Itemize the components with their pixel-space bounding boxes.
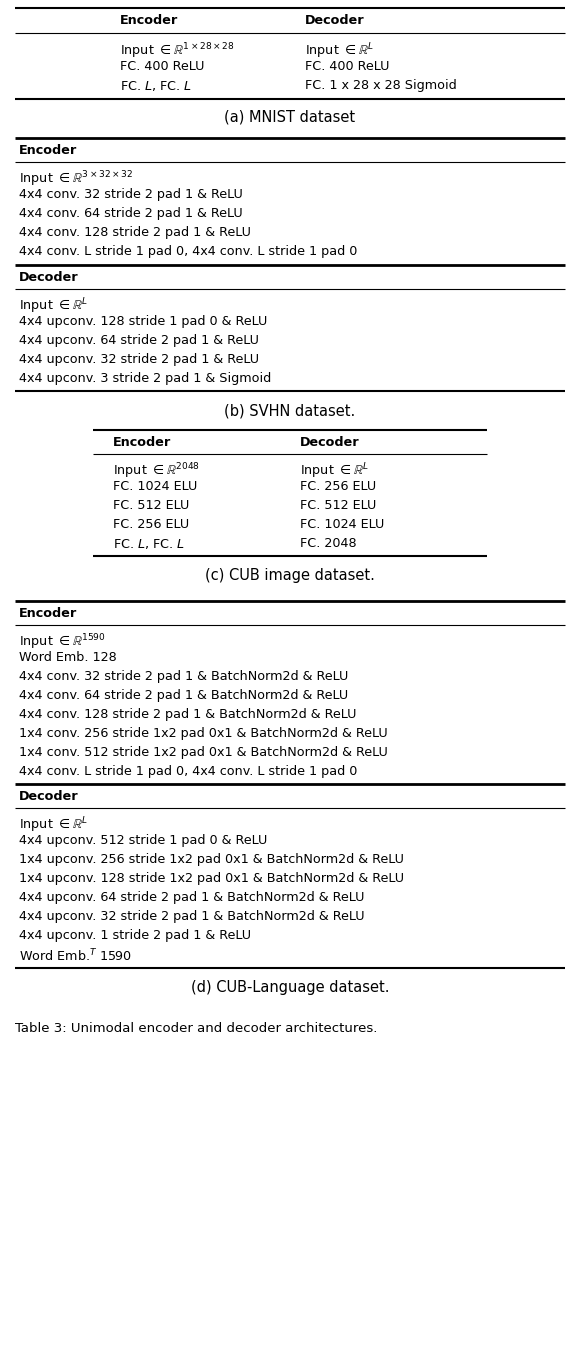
Text: Input $\in \mathbb{R}^{1590}$: Input $\in \mathbb{R}^{1590}$ <box>19 632 106 652</box>
Text: FC. $L$, FC. $L$: FC. $L$, FC. $L$ <box>120 80 192 93</box>
Text: Input $\in \mathbb{R}^{2048}$: Input $\in \mathbb{R}^{2048}$ <box>113 461 200 480</box>
Text: 4x4 conv. L stride 1 pad 0, 4x4 conv. L stride 1 pad 0: 4x4 conv. L stride 1 pad 0, 4x4 conv. L … <box>19 766 357 778</box>
Text: FC. 1024 ELU: FC. 1024 ELU <box>113 480 197 493</box>
Text: Input $\in \mathbb{R}^{L}$: Input $\in \mathbb{R}^{L}$ <box>19 815 88 834</box>
Text: 4x4 upconv. 512 stride 1 pad 0 & ReLU: 4x4 upconv. 512 stride 1 pad 0 & ReLU <box>19 834 267 847</box>
Text: Encoder: Encoder <box>19 144 77 156</box>
Text: 4x4 conv. 128 stride 2 pad 1 & ReLU: 4x4 conv. 128 stride 2 pad 1 & ReLU <box>19 226 251 239</box>
Text: Word Emb.$^{T}$ 1590: Word Emb.$^{T}$ 1590 <box>19 948 132 965</box>
Text: Encoder: Encoder <box>120 14 178 27</box>
Text: FC. 400 ReLU: FC. 400 ReLU <box>305 60 390 73</box>
Text: 1x4 conv. 512 stride 1x2 pad 0x1 & BatchNorm2d & ReLU: 1x4 conv. 512 stride 1x2 pad 0x1 & Batch… <box>19 746 388 759</box>
Text: 4x4 conv. 128 stride 2 pad 1 & BatchNorm2d & ReLU: 4x4 conv. 128 stride 2 pad 1 & BatchNorm… <box>19 708 357 722</box>
Text: (d) CUB-Language dataset.: (d) CUB-Language dataset. <box>191 980 389 995</box>
Text: Encoder: Encoder <box>113 436 171 449</box>
Text: 4x4 conv. 64 stride 2 pad 1 & BatchNorm2d & ReLU: 4x4 conv. 64 stride 2 pad 1 & BatchNorm2… <box>19 689 348 702</box>
Text: FC. 1024 ELU: FC. 1024 ELU <box>300 519 385 531</box>
Text: Input $\in \mathbb{R}^{L}$: Input $\in \mathbb{R}^{L}$ <box>19 296 88 316</box>
Text: FC. 512 ELU: FC. 512 ELU <box>113 499 190 512</box>
Text: FC. 512 ELU: FC. 512 ELU <box>300 499 376 512</box>
Text: Input $\in \mathbb{R}^{1\times28\times28}$: Input $\in \mathbb{R}^{1\times28\times28… <box>120 41 234 60</box>
Text: Decoder: Decoder <box>305 14 365 27</box>
Text: 4x4 upconv. 64 stride 2 pad 1 & ReLU: 4x4 upconv. 64 stride 2 pad 1 & ReLU <box>19 333 259 347</box>
Text: 1x4 upconv. 128 stride 1x2 pad 0x1 & BatchNorm2d & ReLU: 1x4 upconv. 128 stride 1x2 pad 0x1 & Bat… <box>19 873 404 885</box>
Text: 4x4 conv. 32 stride 2 pad 1 & ReLU: 4x4 conv. 32 stride 2 pad 1 & ReLU <box>19 188 243 202</box>
Text: 4x4 upconv. 32 stride 2 pad 1 & ReLU: 4x4 upconv. 32 stride 2 pad 1 & ReLU <box>19 353 259 366</box>
Text: Decoder: Decoder <box>300 436 360 449</box>
Text: Decoder: Decoder <box>19 272 79 284</box>
Text: 4x4 conv. 32 stride 2 pad 1 & BatchNorm2d & ReLU: 4x4 conv. 32 stride 2 pad 1 & BatchNorm2… <box>19 670 349 683</box>
Text: 4x4 upconv. 1 stride 2 pad 1 & ReLU: 4x4 upconv. 1 stride 2 pad 1 & ReLU <box>19 929 251 943</box>
Text: Encoder: Encoder <box>19 606 77 620</box>
Text: FC. 400 ReLU: FC. 400 ReLU <box>120 60 205 73</box>
Text: Input $\in \mathbb{R}^{L}$: Input $\in \mathbb{R}^{L}$ <box>305 41 374 60</box>
Text: FC. 256 ELU: FC. 256 ELU <box>300 480 376 493</box>
Text: (b) SVHN dataset.: (b) SVHN dataset. <box>224 403 356 418</box>
Text: 4x4 upconv. 32 stride 2 pad 1 & BatchNorm2d & ReLU: 4x4 upconv. 32 stride 2 pad 1 & BatchNor… <box>19 910 365 923</box>
Text: 4x4 upconv. 128 stride 1 pad 0 & ReLU: 4x4 upconv. 128 stride 1 pad 0 & ReLU <box>19 316 267 328</box>
Text: 4x4 conv. 64 stride 2 pad 1 & ReLU: 4x4 conv. 64 stride 2 pad 1 & ReLU <box>19 207 243 220</box>
Text: Word Emb. 128: Word Emb. 128 <box>19 650 117 664</box>
Text: 4x4 upconv. 3 stride 2 pad 1 & Sigmoid: 4x4 upconv. 3 stride 2 pad 1 & Sigmoid <box>19 372 271 386</box>
Text: 4x4 upconv. 64 stride 2 pad 1 & BatchNorm2d & ReLU: 4x4 upconv. 64 stride 2 pad 1 & BatchNor… <box>19 890 364 904</box>
Text: FC. 2048: FC. 2048 <box>300 536 357 550</box>
Text: (c) CUB image dataset.: (c) CUB image dataset. <box>205 568 375 583</box>
Text: Table 3: Unimodal encoder and decoder architectures.: Table 3: Unimodal encoder and decoder ar… <box>15 1022 378 1034</box>
Text: 1x4 upconv. 256 stride 1x2 pad 0x1 & BatchNorm2d & ReLU: 1x4 upconv. 256 stride 1x2 pad 0x1 & Bat… <box>19 853 404 866</box>
Text: Decoder: Decoder <box>19 790 79 803</box>
Text: 4x4 conv. L stride 1 pad 0, 4x4 conv. L stride 1 pad 0: 4x4 conv. L stride 1 pad 0, 4x4 conv. L … <box>19 246 357 258</box>
Text: FC. 1 x 28 x 28 Sigmoid: FC. 1 x 28 x 28 Sigmoid <box>305 80 457 92</box>
Text: 1x4 conv. 256 stride 1x2 pad 0x1 & BatchNorm2d & ReLU: 1x4 conv. 256 stride 1x2 pad 0x1 & Batch… <box>19 727 388 740</box>
Text: Input $\in \mathbb{R}^{L}$: Input $\in \mathbb{R}^{L}$ <box>300 461 369 480</box>
Text: FC. 256 ELU: FC. 256 ELU <box>113 519 189 531</box>
Text: FC. $L$, FC. $L$: FC. $L$, FC. $L$ <box>113 536 185 552</box>
Text: Input $\in \mathbb{R}^{3\times32\times32}$: Input $\in \mathbb{R}^{3\times32\times32… <box>19 169 133 188</box>
Text: (a) MNIST dataset: (a) MNIST dataset <box>224 110 356 125</box>
